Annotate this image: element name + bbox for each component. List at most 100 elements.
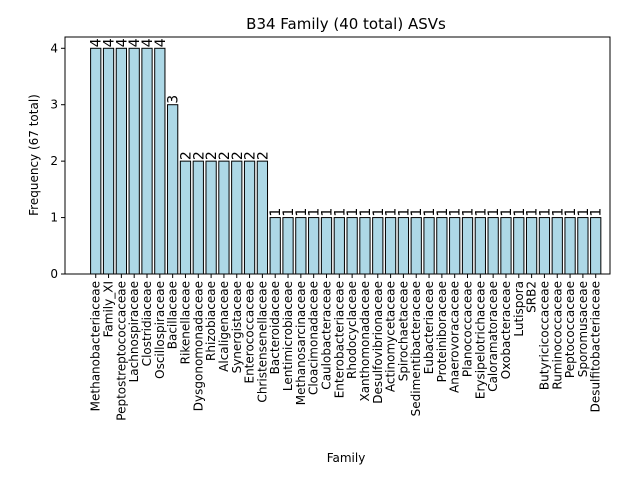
x-tick-label-Caulobacteraceae: Caulobacteraceae	[319, 281, 333, 390]
bar-Oscillospiraceae	[154, 47, 166, 275]
bar-Alcaligenaceae	[218, 160, 230, 275]
data-label-Oscillospiraceae: 4	[153, 38, 169, 47]
bar-Spirochaetaceae	[397, 217, 410, 275]
bar-Rhodocyclaceae	[346, 217, 358, 275]
x-tick-label-Ruminococcaceae: Ruminococcaceae	[550, 281, 564, 390]
data-label-Cloacimonadaceae: 1	[307, 208, 323, 217]
bar-Butyricicoccaceae	[538, 217, 551, 275]
bar-Caloramatoraceae	[487, 217, 499, 275]
x-tick-label-Dysgonomonadaceae: Dysgonomonadaceae	[191, 281, 205, 411]
data-label-Lachnospiraceae: 4	[127, 38, 143, 47]
x-tick-label-Rikenellaceae: Rikenellaceae	[178, 281, 192, 364]
bar-Rikenellaceae	[179, 160, 192, 275]
x-tick-label-Bacillaceae: Bacillaceae	[166, 281, 180, 349]
data-label-Family_XI: 4	[102, 38, 118, 47]
x-tick-label-Caloramatoraceae: Caloramatoraceae	[486, 281, 500, 392]
data-label-Lutispora: 1	[512, 208, 528, 217]
x-tick-label-Proteiniboraceae: Proteiniboraceae	[435, 281, 449, 382]
data-label-Enterobacteriaceae: 1	[332, 208, 348, 217]
data-label-Sporomusaceae: 1	[576, 208, 592, 217]
data-label-Erysipelotrichaceae: 1	[473, 208, 489, 217]
bar-Sedimentibacteraceae	[410, 217, 422, 275]
data-label-Caulobacteraceae: 1	[319, 208, 335, 217]
data-label-Christensenellaceae: 2	[255, 151, 271, 160]
y-axis-label: Frequency (67 total)	[27, 94, 41, 216]
bar-Enterococcaceae	[243, 160, 256, 275]
plot-frame	[64, 36, 611, 275]
bar-Planococcaceae	[461, 217, 474, 275]
bar-Actinomycetaceae	[384, 217, 397, 275]
x-tick-label-SRB2: SRB2	[525, 281, 539, 313]
data-label-Eubacteriaceae: 1	[422, 208, 438, 217]
data-label-Desulfitobacteriaceae: 1	[589, 208, 605, 217]
bar-Clostridiaceae	[141, 47, 153, 275]
x-tick-label-Xanthomonadaceae: Xanthomonadaceae	[358, 281, 372, 402]
bar-Lutispora	[513, 217, 525, 275]
bar-Caulobacteraceae	[320, 217, 333, 275]
x-tick-label-Sporomusaceae: Sporomusaceae	[576, 281, 590, 377]
data-label-Desulfovibrionaceae: 1	[371, 208, 387, 217]
data-label-Oxobacteraceae: 1	[499, 208, 515, 217]
x-tick-label-Peptostreptococcaceae: Peptostreptococcaceae	[114, 281, 128, 421]
data-label-Spirochaetaceae: 1	[396, 208, 412, 217]
data-label-Alcaligenaceae: 2	[217, 151, 233, 160]
x-tick-label-Desulfovibrionaceae: Desulfovibrionaceae	[371, 281, 385, 404]
x-axis: MethanobacteriaceaeFamily_XIPeptostrepto…	[89, 274, 603, 421]
data-label-Dysgonomonadaceae: 2	[191, 151, 207, 160]
data-label-Methanobacteriaceae: 4	[89, 38, 105, 47]
data-label-Enterococcaceae: 2	[243, 151, 259, 160]
data-label-Proteiniboraceae: 1	[435, 208, 451, 217]
data-label-SRB2: 1	[525, 208, 541, 217]
data-label-Planococcaceae: 1	[461, 208, 477, 217]
y-axis: 0 1 2 3 4	[50, 41, 65, 281]
bar-Methanobacteriaceae	[90, 47, 102, 275]
y-tick-label-4: 4	[50, 41, 58, 55]
bar-Lentimicrobiaceae	[282, 217, 294, 275]
chart-title: B34 Family (40 total) ASVs	[246, 15, 446, 33]
data-label-Rikenellaceae: 2	[178, 151, 194, 160]
bar-Family_XI	[102, 47, 115, 275]
x-tick-label-Methanosarcinaceae: Methanosarcinaceae	[294, 281, 308, 405]
x-tick-label-Lutispora: Lutispora	[512, 281, 526, 337]
data-label-Lentimicrobiaceae: 1	[281, 208, 297, 217]
y-tick-label-2: 2	[50, 154, 58, 168]
bar-Desulfovibrionaceae	[372, 217, 384, 275]
bar-Peptococcaceae	[564, 217, 576, 275]
x-tick-label-Sedimentibacteraceae: Sedimentibacteraceae	[409, 281, 423, 416]
bar-Oxobacteraceae	[500, 217, 512, 275]
x-tick-label-Oscillospiraceae: Oscillospiraceae	[153, 281, 167, 379]
bar-SRB2	[525, 217, 538, 275]
data-label-Peptostreptococcaceae: 4	[114, 38, 130, 47]
x-tick-label-Peptococcaceae: Peptococcaceae	[563, 281, 577, 378]
x-tick-label-Bacteroidaceae: Bacteroidaceae	[268, 281, 282, 374]
x-tick-label-Planococcaceae: Planococcaceae	[461, 281, 475, 377]
data-label-Sedimentibacteraceae: 1	[409, 208, 425, 217]
data-label-Bacillaceae: 3	[166, 95, 182, 104]
x-tick-label-Spirochaetaceae: Spirochaetaceae	[396, 281, 410, 381]
bar-Eubacteriaceae	[423, 217, 435, 275]
bar-Anaerovoracaceae	[449, 217, 461, 275]
y-tick-label-3: 3	[50, 98, 58, 112]
x-tick-label-Oxobacteraceae: Oxobacteraceae	[499, 281, 513, 379]
x-tick-label-Rhodocyclaceae: Rhodocyclaceae	[345, 281, 359, 379]
data-label-Butyricicoccaceae: 1	[537, 208, 553, 217]
bar-Ruminococcaceae	[551, 217, 563, 275]
data-label-Caloramatoraceae: 1	[486, 208, 502, 217]
bar-Dysgonomonadaceae	[192, 160, 204, 275]
data-label-Rhodocyclaceae: 1	[345, 208, 361, 217]
x-tick-label-Desulfitobacteriaceae: Desulfitobacteriaceae	[589, 281, 603, 412]
bar-Proteiniboraceae	[436, 217, 448, 275]
bar-Erysipelotrichaceae	[474, 217, 486, 275]
x-tick-label-Clostridiaceae: Clostridiaceae	[140, 281, 154, 366]
x-tick-label-Butyricicoccaceae: Butyricicoccaceae	[537, 281, 551, 390]
data-label-Rhizobiaceae: 2	[204, 151, 220, 160]
data-label-Xanthomonadaceae: 1	[358, 208, 374, 217]
data-label-Bacteroidaceae: 1	[268, 208, 284, 217]
bars-group	[90, 47, 602, 275]
data-label-Methanosarcinaceae: 1	[294, 208, 310, 217]
data-label-Ruminococcaceae: 1	[550, 208, 566, 217]
bar-Rhizobiaceae	[205, 160, 217, 275]
bar-Xanthomonadaceae	[359, 217, 371, 275]
